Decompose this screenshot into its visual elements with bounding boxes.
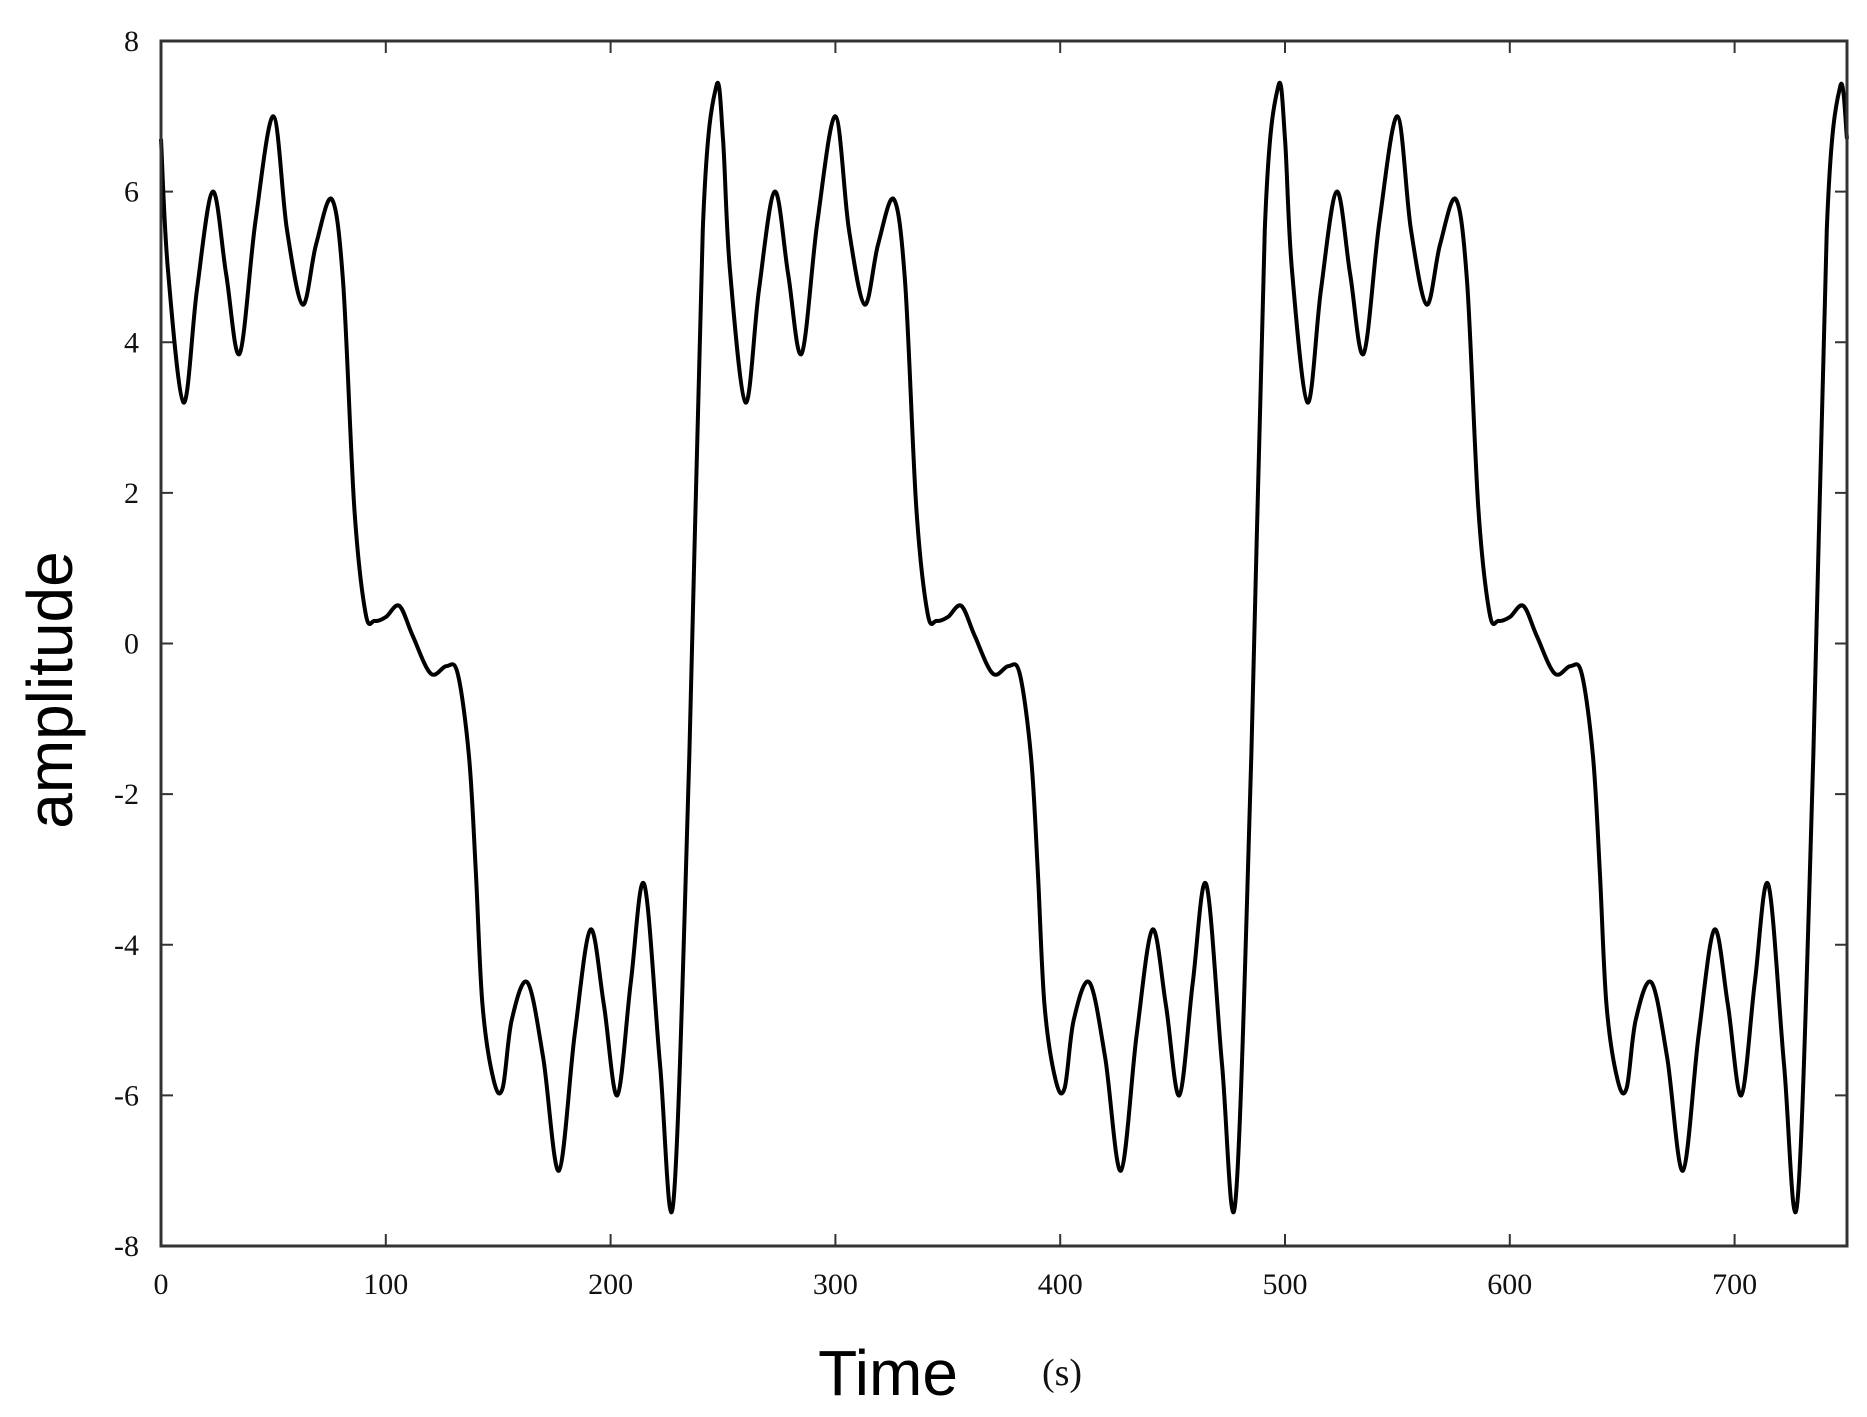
x-tick-label: 700 xyxy=(1712,1268,1757,1301)
y-tick-label: 0 xyxy=(124,628,139,661)
y-tick-label: 8 xyxy=(124,25,139,58)
y-tick-label: -6 xyxy=(114,1079,139,1112)
x-tick-label: 300 xyxy=(813,1268,858,1301)
x-axis-unit: (s) xyxy=(1042,1352,1082,1394)
x-tick-label: 400 xyxy=(1038,1268,1083,1301)
x-tick-label: 200 xyxy=(588,1268,633,1301)
x-tick-label: 600 xyxy=(1487,1268,1532,1301)
y-tick-label: -2 xyxy=(114,778,139,811)
y-tick-label: -8 xyxy=(114,1230,139,1263)
y-axis-title: amplitude xyxy=(14,551,86,829)
y-tick-label: 2 xyxy=(124,477,139,510)
plot-frame xyxy=(159,39,1849,1248)
x-axis-title: Time xyxy=(818,1337,958,1409)
x-tick-label: 0 xyxy=(154,1268,169,1301)
y-tick-label: -4 xyxy=(114,929,139,962)
y-tick-label: 4 xyxy=(124,326,139,359)
y-tick-label: 6 xyxy=(124,176,139,209)
x-tick-label: 100 xyxy=(363,1268,408,1301)
y-axis-ticks: 8 6 4 2 0 -2 -4 -6 -8 xyxy=(114,25,1847,1263)
x-tick-label: 500 xyxy=(1263,1268,1308,1301)
amplitude-series-line xyxy=(159,80,1849,1214)
x-axis-ticks: 0 100 200 300 400 500 600 700 xyxy=(154,41,1757,1301)
